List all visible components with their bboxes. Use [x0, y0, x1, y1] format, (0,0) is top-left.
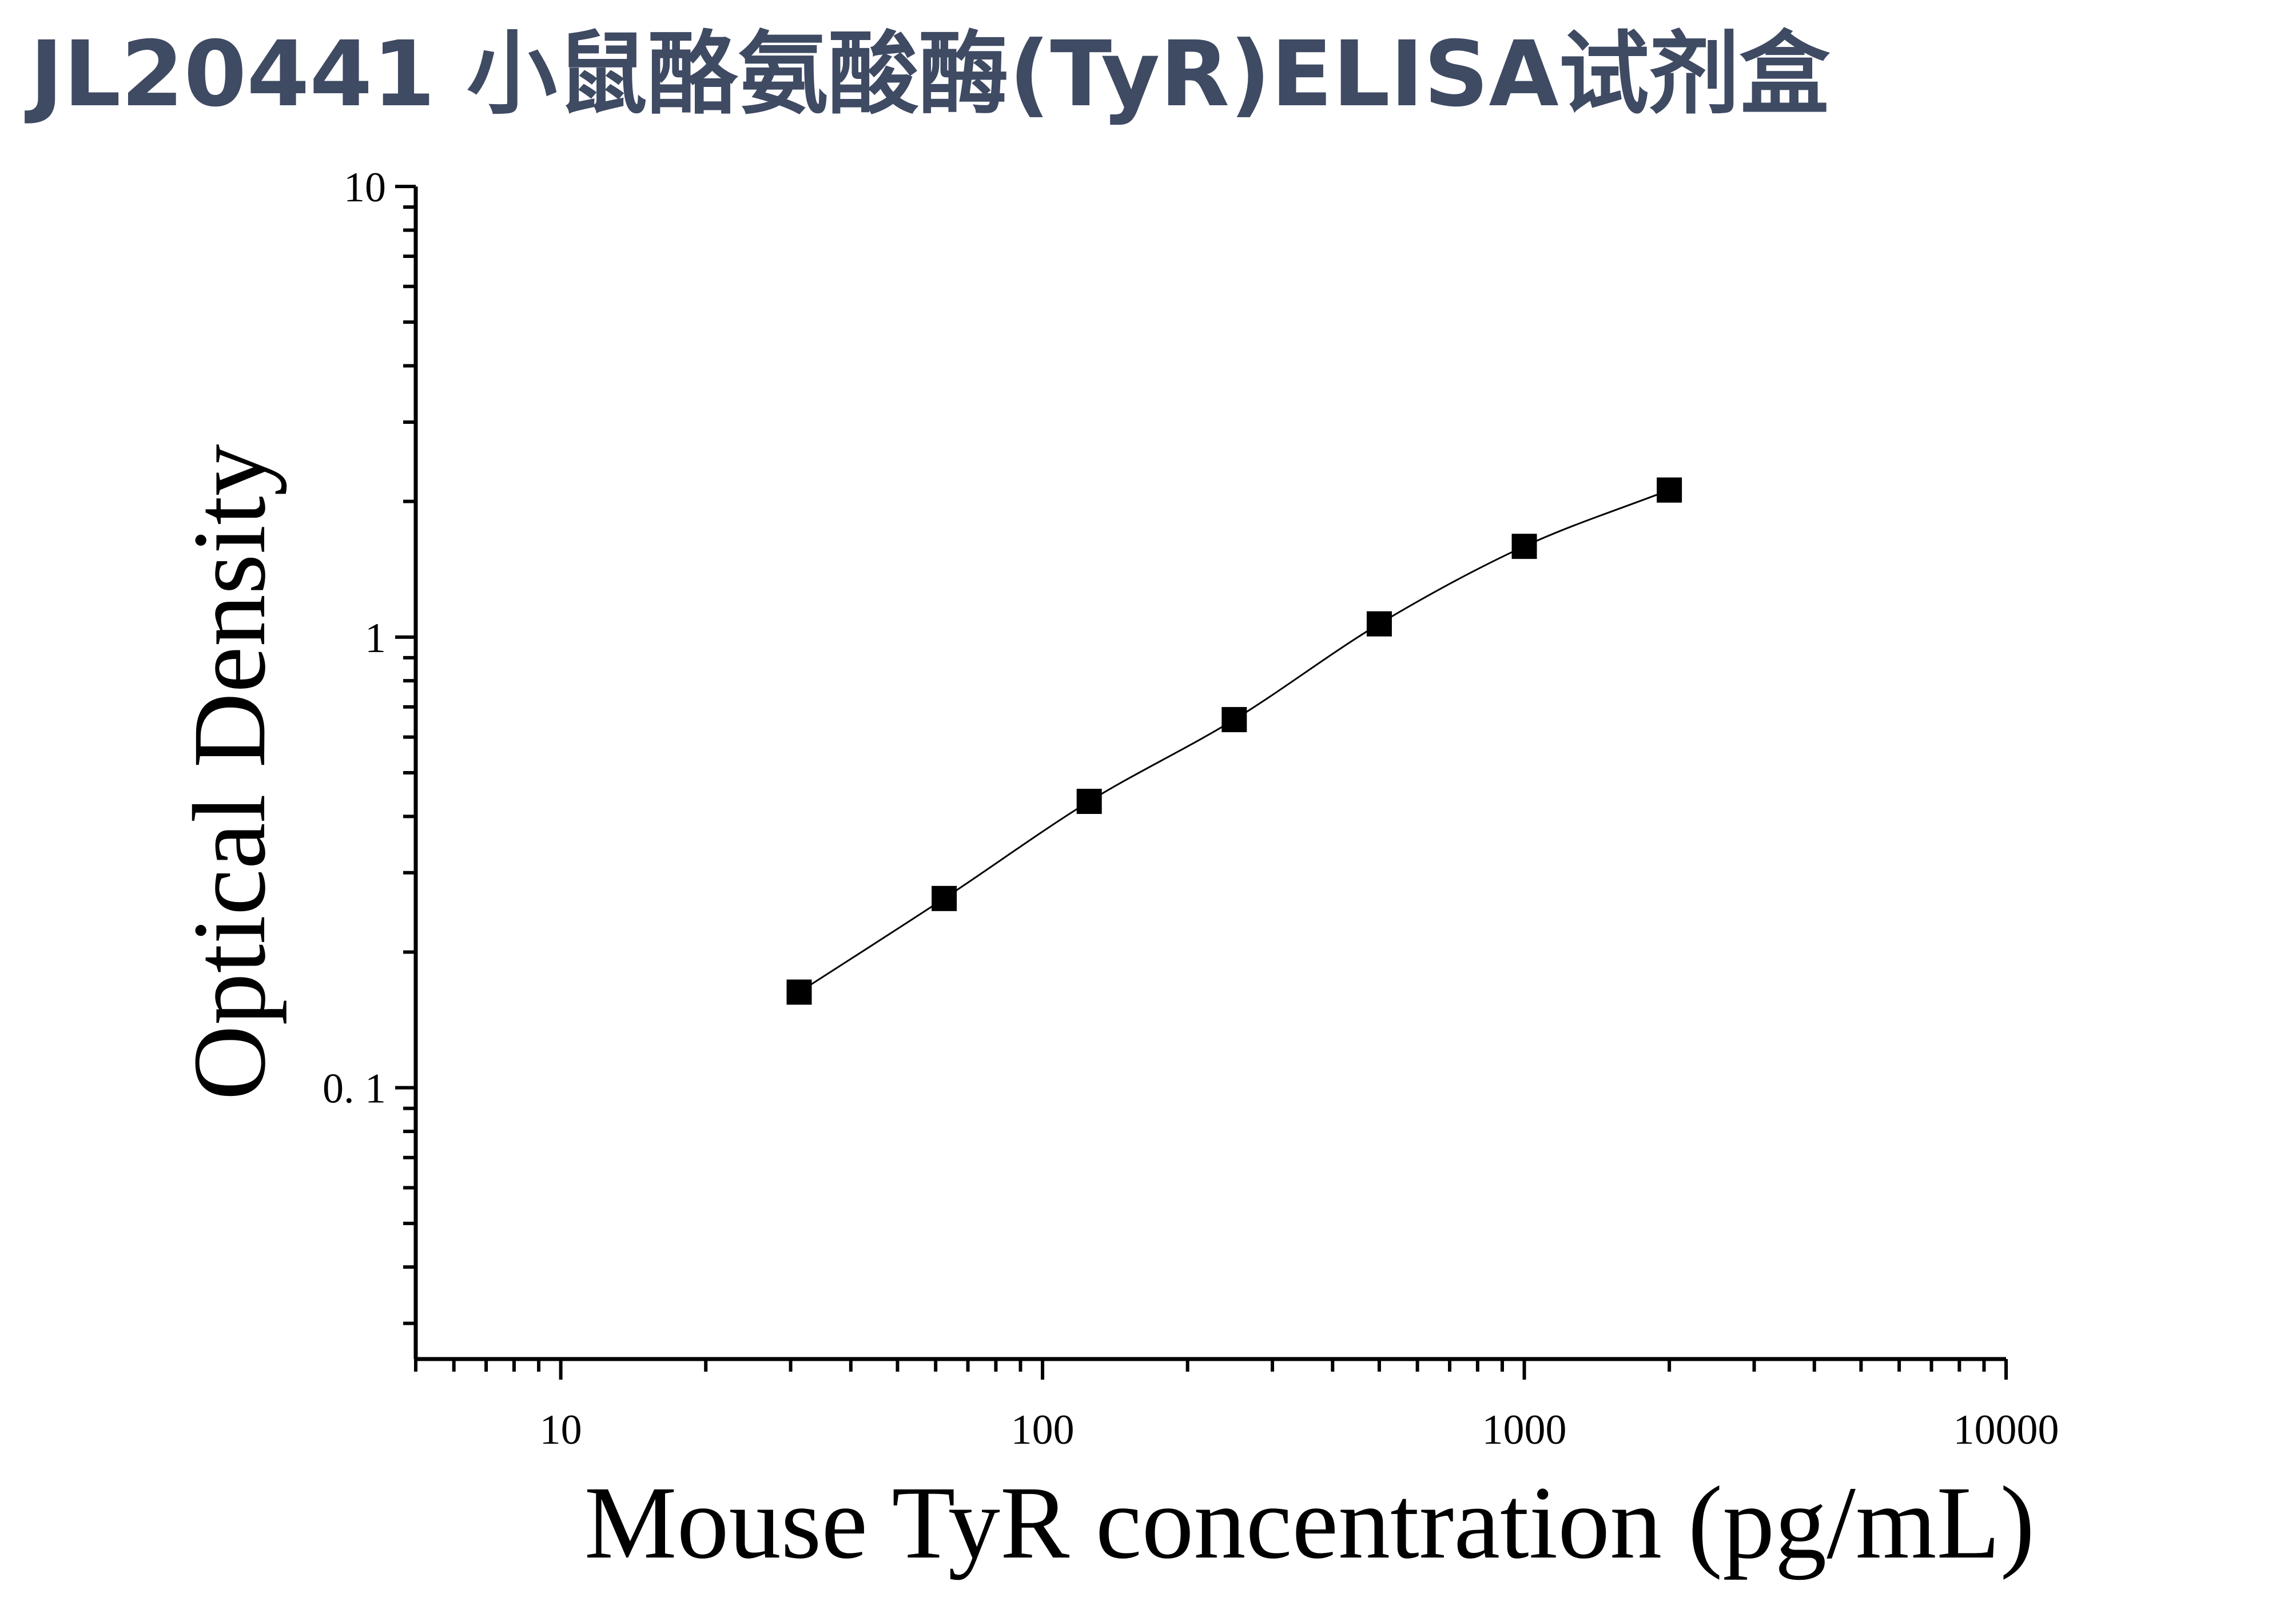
data-point [1366, 611, 1392, 637]
data-point [932, 885, 957, 911]
data-point [1511, 534, 1537, 559]
x-tick-label: 1000 [1482, 1407, 1567, 1453]
x-tick-label: 100 [1011, 1407, 1075, 1453]
data-points [786, 477, 1682, 1005]
y-axis-title: Optical Density [172, 444, 287, 1100]
data-point [786, 979, 812, 1005]
tick-labels: 10 100 1000 10000 0. 1 1 10 [323, 164, 2059, 1453]
page-title: JL20441 小鼠酪氨酸酶(TyR)ELISA试剂盒 [30, 22, 1830, 127]
data-point [1657, 477, 1682, 503]
y-tick-label: 1 [365, 615, 386, 662]
axes [395, 185, 2008, 1380]
fit-curve-layer [798, 489, 1670, 993]
x-tick-label: 10 [540, 1407, 582, 1453]
data-point [1221, 707, 1247, 733]
x-tick-label: 10000 [1953, 1407, 2059, 1453]
data-point [1076, 789, 1102, 815]
y-tick-label: 10 [344, 164, 386, 211]
x-axis-title: Mouse TyR concentration (pg/mL) [584, 1465, 2035, 1580]
y-tick-label: 0. 1 [323, 1066, 386, 1113]
fit-curve [798, 489, 1670, 993]
